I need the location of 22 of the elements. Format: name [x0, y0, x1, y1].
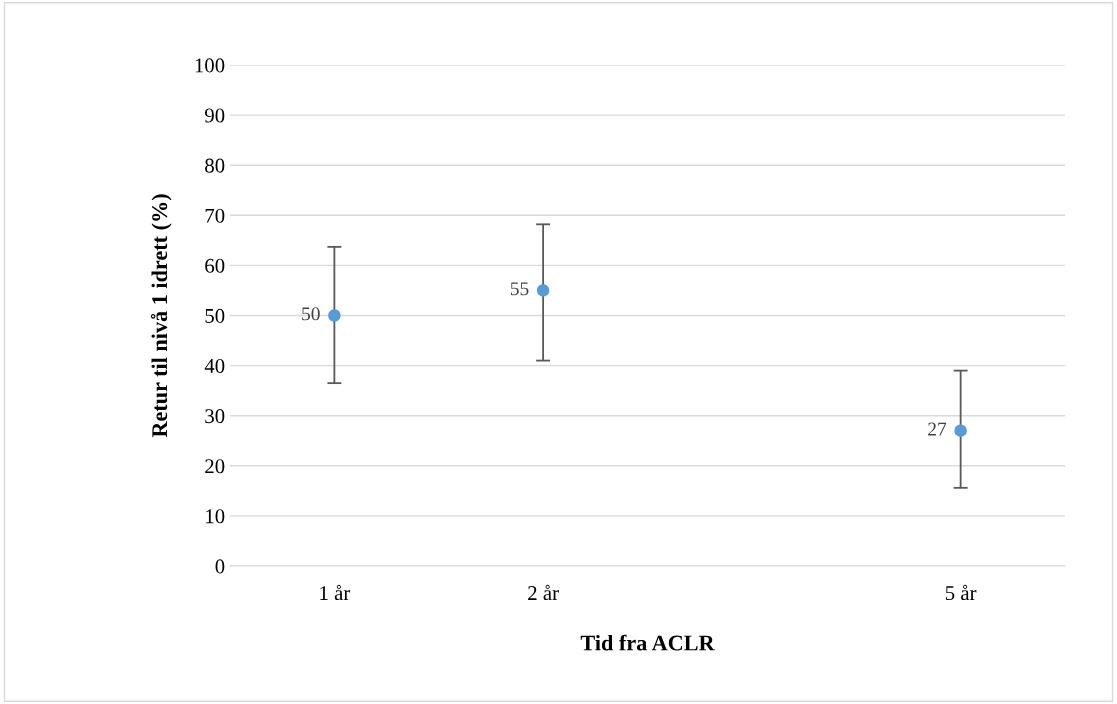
- x-tick-label: 2 år: [528, 584, 559, 601]
- y-tick-label: 50: [205, 308, 225, 323]
- y-tick-label: 0: [215, 559, 225, 574]
- point: [536, 284, 550, 297]
- y-tick-label: 10: [206, 509, 225, 524]
- data-label: 55: [510, 282, 529, 296]
- x-tick-label: 1 år: [320, 584, 351, 601]
- data-label: 27: [928, 422, 947, 436]
- y-axis-title: Retur til nivå 1 idrett (%): [150, 194, 172, 438]
- y-tick-label: 40: [204, 358, 225, 374]
- data-label: 50: [302, 307, 320, 321]
- point: [328, 309, 341, 322]
- y-tick-label: 90: [204, 108, 225, 123]
- y-tick-label: 70: [205, 208, 225, 223]
- y-tick-label: 100: [195, 58, 225, 73]
- y-tick-label: 60: [205, 258, 225, 273]
- y-tick-label: 20: [205, 459, 225, 474]
- point: [954, 424, 967, 437]
- y-tick-label: 80: [205, 158, 225, 173]
- x-axis-title: Tid fra ACLR: [580, 634, 715, 651]
- x-tick-label: 5 år: [945, 584, 977, 601]
- y-tick-label: 30: [205, 409, 225, 424]
